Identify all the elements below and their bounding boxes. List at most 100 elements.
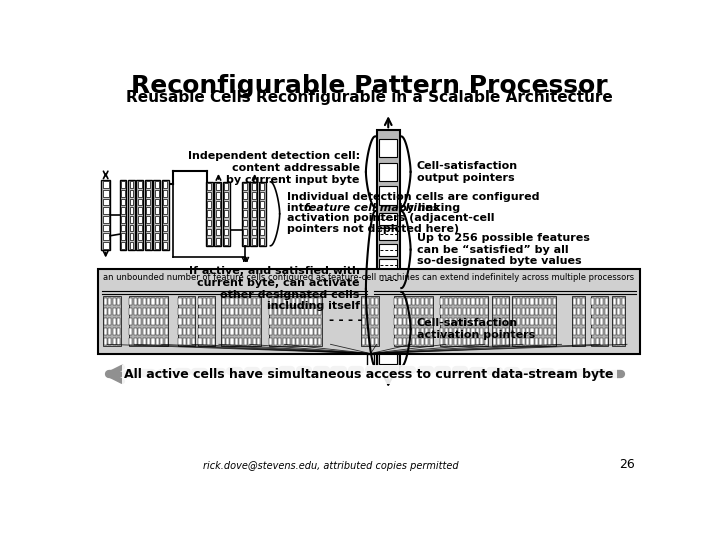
Text: an unbounded number of feature cells configured as feature-cell machines can ext: an unbounded number of feature cells con…: [104, 273, 634, 282]
Bar: [207, 318, 210, 326]
Bar: [179, 328, 181, 335]
Bar: [577, 298, 580, 306]
Bar: [379, 228, 397, 240]
Bar: [287, 318, 290, 326]
Bar: [192, 298, 195, 306]
Bar: [252, 201, 256, 208]
Bar: [600, 318, 603, 326]
Bar: [108, 328, 112, 335]
Bar: [449, 338, 452, 346]
Bar: [243, 238, 248, 245]
Bar: [179, 318, 181, 326]
Bar: [572, 308, 576, 315]
Bar: [138, 181, 142, 188]
Bar: [129, 338, 132, 346]
Bar: [480, 308, 484, 315]
Bar: [318, 338, 322, 346]
Bar: [251, 182, 257, 246]
Bar: [104, 318, 107, 326]
Bar: [156, 318, 159, 326]
Bar: [416, 328, 420, 335]
Bar: [492, 338, 495, 346]
Bar: [539, 338, 542, 346]
Bar: [467, 298, 470, 306]
Bar: [138, 190, 142, 197]
Bar: [449, 298, 452, 306]
Bar: [278, 308, 282, 315]
Bar: [497, 338, 500, 346]
Bar: [445, 298, 448, 306]
Bar: [440, 296, 488, 346]
Bar: [420, 318, 424, 326]
Bar: [224, 238, 228, 245]
Bar: [224, 192, 228, 199]
Bar: [526, 308, 529, 315]
Bar: [240, 298, 243, 306]
Bar: [398, 298, 402, 306]
Bar: [104, 338, 107, 346]
Bar: [178, 296, 195, 346]
Bar: [235, 308, 238, 315]
Bar: [549, 338, 552, 346]
Bar: [595, 328, 599, 335]
Bar: [104, 308, 107, 315]
Bar: [531, 318, 534, 326]
Text: Independent detection cell:
content addressable
by current input byte: Independent detection cell: content addr…: [188, 151, 360, 185]
Bar: [394, 318, 397, 326]
Bar: [138, 199, 142, 205]
Bar: [398, 318, 402, 326]
Bar: [138, 207, 142, 214]
Bar: [506, 318, 509, 326]
Bar: [147, 338, 150, 346]
Text: Reusable Cells Reconfigurable in a Scalable Architecture: Reusable Cells Reconfigurable in a Scala…: [125, 90, 613, 105]
Bar: [366, 354, 374, 367]
Bar: [112, 298, 116, 306]
Bar: [375, 318, 378, 326]
Bar: [134, 308, 137, 315]
Bar: [572, 318, 576, 326]
Bar: [143, 298, 145, 306]
Bar: [112, 308, 116, 315]
Bar: [199, 308, 202, 315]
Bar: [403, 308, 406, 315]
Bar: [212, 328, 215, 335]
Text: pointers not depicted here): pointers not depicted here): [287, 224, 459, 234]
Bar: [203, 298, 206, 306]
Bar: [161, 338, 163, 346]
Bar: [121, 216, 125, 222]
Bar: [226, 298, 229, 306]
Bar: [440, 328, 444, 335]
Bar: [300, 338, 304, 346]
Bar: [155, 233, 159, 240]
Bar: [112, 328, 116, 335]
Bar: [544, 338, 547, 346]
Bar: [371, 308, 374, 315]
Bar: [577, 308, 580, 315]
Bar: [143, 328, 145, 335]
Bar: [244, 298, 247, 306]
Bar: [243, 219, 248, 226]
Bar: [296, 308, 300, 315]
Bar: [292, 328, 294, 335]
Bar: [207, 338, 210, 346]
Bar: [314, 328, 317, 335]
Bar: [314, 308, 317, 315]
Bar: [398, 328, 402, 335]
Bar: [412, 298, 415, 306]
Bar: [613, 328, 616, 335]
Bar: [108, 308, 112, 315]
Bar: [577, 318, 580, 326]
Bar: [449, 318, 452, 326]
Bar: [318, 298, 322, 306]
Bar: [278, 318, 282, 326]
Bar: [240, 308, 243, 315]
Bar: [517, 308, 520, 315]
Bar: [617, 328, 620, 335]
Bar: [155, 181, 159, 188]
Bar: [531, 308, 534, 315]
Bar: [300, 298, 304, 306]
Bar: [252, 219, 256, 226]
Bar: [222, 182, 230, 246]
Bar: [230, 328, 233, 335]
Bar: [117, 338, 120, 346]
